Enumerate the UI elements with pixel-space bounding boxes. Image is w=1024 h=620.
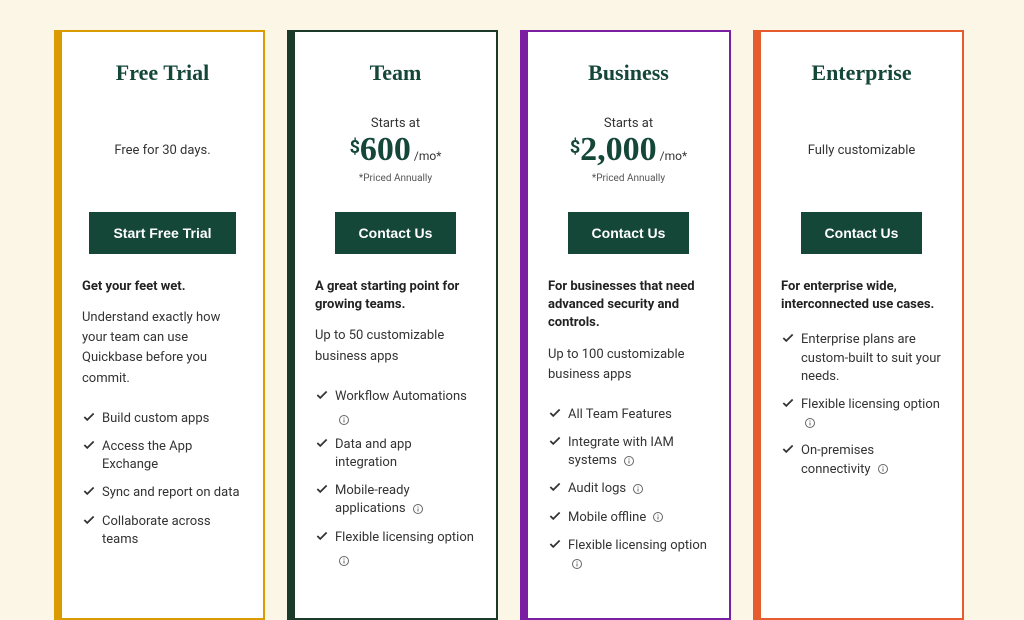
feature-text: Access the App Exchange [102,439,192,472]
feature-text: Mobile offline [568,510,646,525]
feature-text: Sync and report on data [102,485,240,500]
info-icon[interactable] [877,463,889,475]
pricing-grid: Free Trial Free for 30 days. Start Free … [60,30,964,620]
annual-note: *Priced Annually [592,173,665,184]
check-icon [548,434,562,448]
check-icon [548,406,562,420]
price-area: Starts at $ 2,000 /mo* *Priced Annually [548,104,709,196]
feature-text: Collaborate across teams [102,514,211,547]
info-icon[interactable] [335,550,476,569]
feature-item: Enterprise plans are custom-built to sui… [781,326,942,391]
plan-headline: A great starting point for growing teams… [315,278,476,314]
check-icon [548,509,562,523]
plan-blurb: Up to 100 customizable business apps [548,345,709,385]
price-line: $ 600 /mo* [350,133,442,167]
feature-item: Integrate with IAM systems [548,429,709,475]
feature-item: Workflow Automations [315,383,476,411]
feature-text: Flexible licensing option [335,530,474,545]
info-icon[interactable] [652,511,664,523]
check-icon [548,480,562,494]
price-area: Starts at $ 600 /mo* *Priced Annually [315,104,476,196]
info-icon[interactable] [335,409,476,428]
plan-title: Free Trial [82,60,243,86]
info-icon[interactable] [804,417,816,429]
plan-card-team: Team Starts at $ 600 /mo* *Priced Annual… [293,30,498,620]
check-icon [781,396,795,410]
price-amount: 2,000 [580,133,657,167]
per-month-label: /mo* [414,149,442,163]
contact-us-button[interactable]: Contact Us [568,212,690,254]
feature-item: Mobile-ready applications [315,477,476,523]
plan-title: Business [548,60,709,86]
feature-list: Build custom apps Access the App Exchang… [82,405,243,554]
check-icon [548,537,562,551]
starts-at-label: Starts at [371,116,420,131]
plan-blurb: Understand exactly how your team can use… [82,308,243,389]
check-icon [781,442,795,456]
check-icon [82,484,96,498]
feature-item: Sync and report on data [82,479,243,507]
info-icon[interactable] [571,558,583,570]
price-area: Fully customizable [781,104,942,196]
feature-text: All Team Features [568,407,672,422]
currency-symbol: $ [570,137,580,158]
starts-at-label: Starts at [604,116,653,131]
feature-list: All Team Features Integrate with IAM sys… [548,401,709,578]
feature-text: On-premises connectivity [801,443,874,476]
price-amount: 600 [360,133,411,167]
feature-item: Mobile offline [548,504,709,532]
price-text: Free for 30 days. [114,143,210,158]
feature-item: Access the App Exchange [82,433,243,479]
contact-us-button[interactable]: Contact Us [335,212,457,254]
contact-us-button[interactable]: Contact Us [801,212,923,254]
price-area: Free for 30 days. [82,104,243,196]
check-icon [82,438,96,452]
feature-item: Build custom apps [82,405,243,433]
feature-text: Audit logs [568,481,626,496]
plan-headline: Get your feet wet. [82,278,243,296]
check-icon [82,513,96,527]
per-month-label: /mo* [660,149,688,163]
feature-text: Flexible licensing option [568,538,707,553]
plan-card-enterprise: Enterprise Fully customizable Contact Us… [759,30,964,620]
check-icon [315,529,329,543]
feature-text: Data and app integration [335,437,412,470]
start-free-trial-button[interactable]: Start Free Trial [89,212,235,254]
feature-item: Flexible licensing option [548,532,709,578]
feature-text: Mobile-ready applications [335,483,410,516]
annual-note: *Priced Annually [359,173,432,184]
feature-text: Build custom apps [102,411,209,426]
info-icon[interactable] [412,503,424,515]
plan-title: Enterprise [781,60,942,86]
feature-text: Flexible licensing option [801,397,940,412]
price-text: Fully customizable [808,143,916,158]
plan-headline: For businesses that need advanced securi… [548,278,709,333]
plan-card-free: Free Trial Free for 30 days. Start Free … [60,30,265,620]
price-line: $ 2,000 /mo* [570,133,687,167]
feature-item: Audit logs [548,475,709,503]
feature-text: Enterprise plans are custom-built to sui… [801,332,941,383]
info-icon[interactable] [632,483,644,495]
check-icon [781,331,795,345]
check-icon [315,482,329,496]
feature-list: Workflow Automations Data and app integr… [315,383,476,569]
feature-item: Data and app integration [315,431,476,477]
check-icon [82,410,96,424]
feature-item: Collaborate across teams [82,508,243,554]
feature-text: Workflow Automations [335,389,467,404]
feature-item: All Team Features [548,401,709,429]
feature-text: Integrate with IAM systems [568,435,674,468]
feature-list: Enterprise plans are custom-built to sui… [781,326,942,483]
currency-symbol: $ [350,137,360,158]
feature-item: Flexible licensing option [781,391,942,437]
plan-blurb: Up to 50 customizable business apps [315,326,476,366]
plan-headline: For enterprise wide, interconnected use … [781,278,942,314]
plan-title: Team [315,60,476,86]
feature-item: Flexible licensing option [315,524,476,552]
plan-card-business: Business Starts at $ 2,000 /mo* *Priced … [526,30,731,620]
check-icon [315,436,329,450]
check-icon [315,388,329,402]
info-icon[interactable] [623,455,635,467]
feature-item: On-premises connectivity [781,437,942,483]
